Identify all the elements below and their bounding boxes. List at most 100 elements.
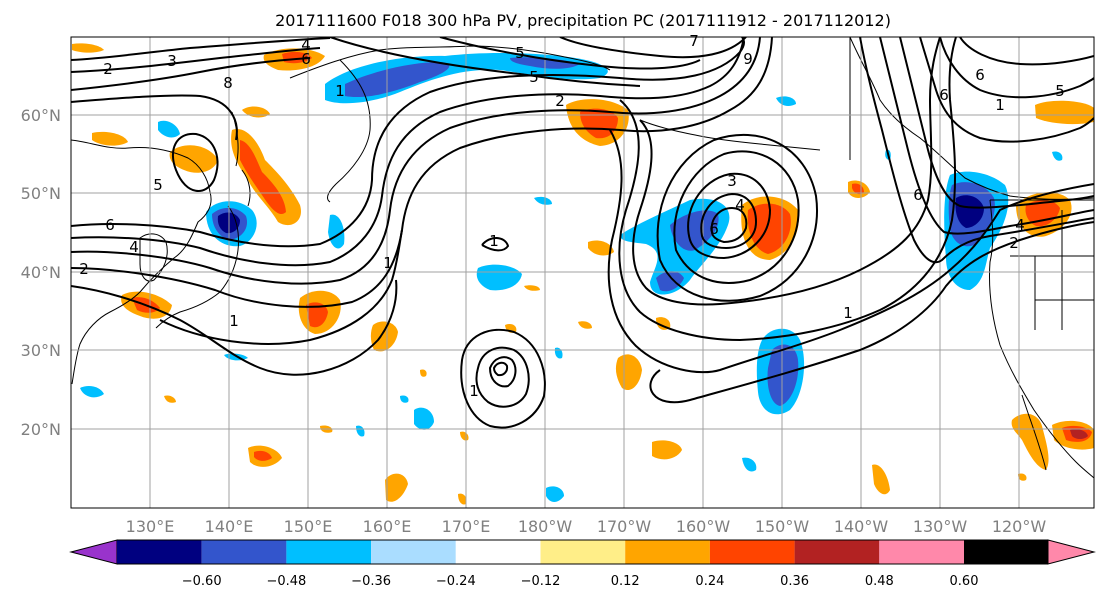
precip-negative-core — [345, 62, 450, 98]
pv-contour — [879, 37, 1094, 235]
baja-coastline — [1021, 394, 1047, 471]
lat-tick-label: 40°N — [21, 263, 61, 282]
lon-tick-label: 180°W — [518, 517, 573, 536]
colorbar-tick-label: −0.60 — [182, 574, 222, 589]
pv-contour — [71, 279, 398, 376]
precip-positive-area — [169, 145, 218, 173]
precip-negative-area — [414, 407, 434, 430]
precip-negative-core — [656, 271, 684, 292]
siberia-coastline — [289, 45, 611, 79]
precip-negative-area — [776, 96, 796, 106]
colorbar-segment — [455, 540, 541, 564]
pv-contour-label: 6 — [301, 50, 311, 68]
pv-contour — [700, 192, 758, 250]
lon-tick-label: 130°E — [126, 517, 175, 536]
pv-contour-label: 6 — [709, 220, 719, 238]
precip-positive-area — [420, 369, 427, 377]
us-state-borders — [990, 199, 1094, 330]
precip-positive-area — [524, 285, 540, 291]
lat-tick-label: 50°N — [21, 184, 61, 203]
colorbar-tick-label: −0.12 — [521, 574, 561, 589]
pv-contour-label: 1 — [469, 382, 479, 400]
pv-contour — [171, 132, 219, 192]
colorbar-tick-label: −0.48 — [266, 574, 306, 589]
pv-contour-label: 1 — [843, 304, 853, 322]
pv-contour — [656, 133, 818, 302]
pv-contour-label: 4 — [1015, 216, 1025, 234]
pv-contour — [71, 37, 331, 61]
colorbar-segment — [709, 540, 795, 564]
pv-contour-label: 3 — [727, 172, 737, 190]
precip-positive-core — [254, 450, 272, 461]
pv-contour-label: 4 — [735, 196, 745, 214]
pv-contour — [607, 129, 1094, 374]
precip-positive-area — [1035, 100, 1094, 125]
precip-negative-area — [400, 395, 409, 403]
lat-tick-label: 30°N — [21, 341, 61, 360]
pv-contour — [899, 37, 1094, 209]
pv-contour — [481, 237, 510, 252]
pv-contour-label: 3 — [167, 52, 177, 70]
map-panel: 2 3 4 5 6 8 5 6 4 1 1 2 1 1 3 4 6 1 5 2 … — [70, 32, 1095, 509]
precip-positive-area — [370, 321, 398, 352]
lon-tick-label: 120°W — [992, 517, 1047, 536]
pv-contour — [71, 37, 773, 308]
pv-contour — [71, 37, 761, 285]
precip-positive-area — [385, 473, 408, 502]
colorbar-segment — [371, 540, 456, 564]
colorbar-tick-label: 0.60 — [950, 574, 979, 589]
latitude-axis: 60°N 50°N 40°N 30°N 20°N — [21, 106, 61, 439]
precip-negative-area — [80, 386, 104, 398]
pv-contour-label: 1 — [995, 96, 1005, 114]
pv-contour-label: 1 — [229, 312, 239, 330]
precip-negative-core — [670, 210, 719, 251]
pv-contour-label: 4 — [301, 36, 311, 54]
pv-contour — [939, 37, 1094, 99]
colorbar-segment — [964, 540, 1048, 564]
precip-positive-core — [580, 108, 618, 139]
colorbar-tick-label: 0.36 — [780, 574, 809, 589]
pv-contour — [632, 37, 941, 306]
pv-contour — [710, 206, 748, 244]
colorbar-extend-max — [1047, 539, 1096, 565]
precip-positive-area — [588, 240, 614, 256]
pv-contour-label: 5 — [529, 68, 539, 86]
lon-tick-label: 140°E — [205, 517, 254, 536]
precip-negative-area — [742, 457, 757, 472]
colorbar-segment — [201, 540, 287, 564]
pv-contour-label: 6 — [913, 186, 923, 204]
pv-contour — [687, 172, 772, 260]
pv-contour-label: 2 — [1009, 234, 1019, 252]
colorbar-segment — [794, 540, 880, 564]
colorbar-tick-label: 0.48 — [865, 574, 894, 589]
pv-contour — [492, 361, 509, 377]
pv-contour — [959, 37, 1094, 66]
lon-tick-label: 160°W — [676, 517, 731, 536]
precip-positive-area — [578, 321, 592, 329]
lon-tick-label: 170°W — [597, 517, 652, 536]
precip-negative-area — [546, 486, 564, 502]
precip-negative-core — [767, 344, 799, 406]
pv-contour-label: 8 — [223, 74, 233, 92]
lon-tick-label: 130°W — [913, 517, 968, 536]
pv-contour-label: 2 — [79, 260, 89, 278]
lon-tick-label: 150°W — [755, 517, 810, 536]
pv-contour-label: 7 — [689, 32, 699, 50]
precip-positive-area — [1018, 473, 1027, 481]
north-america-west-coast — [989, 199, 1094, 479]
precip-positive-area — [92, 131, 128, 146]
map-title: 2017111600 F018 300 hPa PV, precipitatio… — [275, 11, 891, 30]
pv-contour-label: 1 — [335, 82, 345, 100]
lon-tick-label: 150°E — [284, 517, 333, 536]
pv-contours — [71, 37, 1094, 429]
precip-shading — [72, 43, 1094, 505]
pv-contour — [673, 150, 800, 284]
graticule — [71, 37, 1094, 508]
pv-contour — [71, 37, 745, 267]
pv-contour — [559, 37, 747, 59]
lon-tick-label: 160°E — [363, 517, 412, 536]
pv-contour-label: 2 — [555, 92, 565, 110]
colorbar-segment — [879, 540, 964, 564]
pv-contour — [475, 346, 530, 408]
pv-contour-label: 9 — [743, 50, 753, 68]
